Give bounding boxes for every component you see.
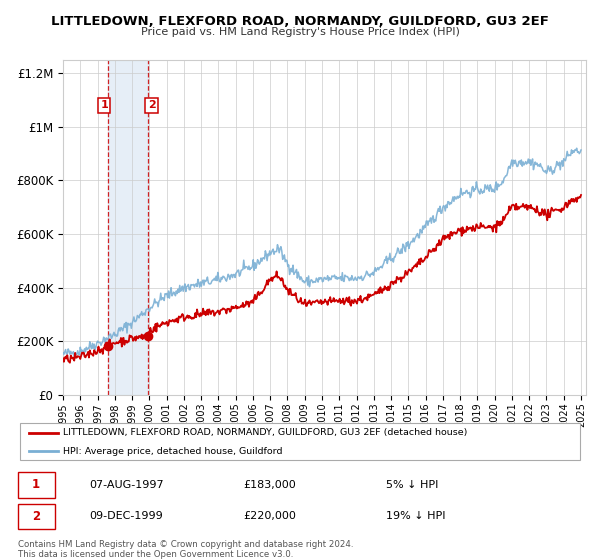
Text: HPI: Average price, detached house, Guildford: HPI: Average price, detached house, Guil… <box>64 447 283 456</box>
Text: 07-AUG-1997: 07-AUG-1997 <box>89 480 164 490</box>
Text: 1: 1 <box>100 100 108 110</box>
Text: 09-DEC-1999: 09-DEC-1999 <box>89 511 163 521</box>
Text: LITTLEDOWN, FLEXFORD ROAD, NORMANDY, GUILDFORD, GU3 2EF (detached house): LITTLEDOWN, FLEXFORD ROAD, NORMANDY, GUI… <box>64 428 468 437</box>
FancyBboxPatch shape <box>18 503 55 529</box>
Text: £220,000: £220,000 <box>243 511 296 521</box>
FancyBboxPatch shape <box>18 472 55 498</box>
Text: £183,000: £183,000 <box>243 480 296 490</box>
Text: Price paid vs. HM Land Registry's House Price Index (HPI): Price paid vs. HM Land Registry's House … <box>140 27 460 37</box>
Text: 2: 2 <box>148 100 155 110</box>
Text: 5% ↓ HPI: 5% ↓ HPI <box>386 480 438 490</box>
Bar <box>108 60 148 395</box>
Text: LITTLEDOWN, FLEXFORD ROAD, NORMANDY, GUILDFORD, GU3 2EF: LITTLEDOWN, FLEXFORD ROAD, NORMANDY, GUI… <box>51 15 549 28</box>
FancyBboxPatch shape <box>20 423 580 460</box>
Text: 2: 2 <box>32 510 40 523</box>
Text: 19% ↓ HPI: 19% ↓ HPI <box>386 511 445 521</box>
Text: 1: 1 <box>32 478 40 492</box>
Text: Contains HM Land Registry data © Crown copyright and database right 2024.
This d: Contains HM Land Registry data © Crown c… <box>18 540 353 559</box>
